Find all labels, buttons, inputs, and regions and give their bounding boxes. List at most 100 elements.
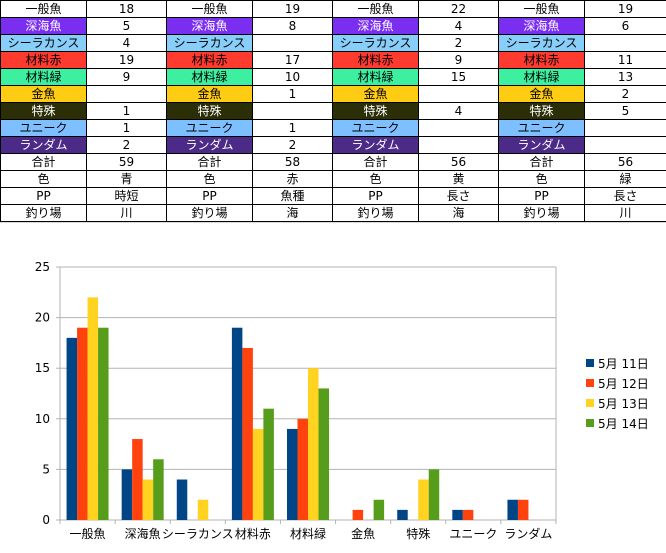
row-label-cell[interactable]: 色: [1, 171, 87, 188]
value-cell[interactable]: 13: [585, 69, 666, 86]
row-label-cell[interactable]: 合計: [167, 154, 253, 171]
value-cell[interactable]: 10: [253, 69, 333, 86]
value-cell[interactable]: 6: [585, 18, 666, 35]
value-cell[interactable]: [419, 86, 499, 103]
row-label-cell[interactable]: 合計: [333, 154, 419, 171]
row-label-cell[interactable]: 一般魚: [333, 1, 419, 18]
row-label-cell[interactable]: ランダム: [333, 137, 419, 154]
row-label-cell[interactable]: 特殊: [1, 103, 87, 120]
row-label-cell[interactable]: ユニーク: [333, 120, 419, 137]
value-cell[interactable]: 4: [87, 35, 167, 52]
row-label-cell[interactable]: 深海魚: [167, 18, 253, 35]
value-cell[interactable]: 1: [87, 120, 167, 137]
row-label-cell[interactable]: ランダム: [1, 137, 87, 154]
row-label-cell[interactable]: 一般魚: [1, 1, 87, 18]
value-cell[interactable]: [585, 120, 666, 137]
row-label-cell[interactable]: 釣り場: [167, 205, 253, 222]
row-label-cell[interactable]: ユニーク: [499, 120, 585, 137]
value-cell[interactable]: 川: [585, 205, 666, 222]
row-label-cell[interactable]: 材料赤: [499, 52, 585, 69]
row-label-cell[interactable]: 金魚: [499, 86, 585, 103]
value-cell[interactable]: 川: [87, 205, 167, 222]
value-cell[interactable]: 8: [253, 18, 333, 35]
value-cell[interactable]: 1: [253, 120, 333, 137]
value-cell[interactable]: 1: [87, 103, 167, 120]
row-label-cell[interactable]: 合計: [499, 154, 585, 171]
value-cell[interactable]: 2: [419, 35, 499, 52]
row-label-cell[interactable]: 金魚: [1, 86, 87, 103]
value-cell[interactable]: 56: [419, 154, 499, 171]
row-label-cell[interactable]: 色: [499, 171, 585, 188]
row-label-cell[interactable]: シーラカンス: [1, 35, 87, 52]
value-cell[interactable]: [253, 35, 333, 52]
row-label-cell[interactable]: PP: [167, 188, 253, 205]
row-label-cell[interactable]: 釣り場: [333, 205, 419, 222]
value-cell[interactable]: 17: [253, 52, 333, 69]
value-cell[interactable]: 19: [87, 52, 167, 69]
value-cell[interactable]: 22: [419, 1, 499, 18]
value-cell[interactable]: 11: [585, 52, 666, 69]
value-cell[interactable]: 9: [87, 69, 167, 86]
value-cell[interactable]: [419, 120, 499, 137]
value-cell[interactable]: 5: [585, 103, 666, 120]
row-label-cell[interactable]: シーラカンス: [499, 35, 585, 52]
value-cell[interactable]: 時短: [87, 188, 167, 205]
value-cell[interactable]: 1: [253, 86, 333, 103]
row-label-cell[interactable]: 釣り場: [1, 205, 87, 222]
row-label-cell[interactable]: 特殊: [333, 103, 419, 120]
row-label-cell[interactable]: 一般魚: [167, 1, 253, 18]
value-cell[interactable]: 海: [419, 205, 499, 222]
row-label-cell[interactable]: 特殊: [167, 103, 253, 120]
value-cell[interactable]: 2: [585, 86, 666, 103]
value-cell[interactable]: 魚種: [253, 188, 333, 205]
value-cell[interactable]: 長さ: [419, 188, 499, 205]
value-cell[interactable]: 18: [87, 1, 167, 18]
value-cell[interactable]: 4: [419, 18, 499, 35]
value-cell[interactable]: [585, 35, 666, 52]
value-cell[interactable]: 海: [253, 205, 333, 222]
row-label-cell[interactable]: PP: [1, 188, 87, 205]
value-cell[interactable]: [87, 86, 167, 103]
row-label-cell[interactable]: 深海魚: [1, 18, 87, 35]
value-cell[interactable]: 5: [87, 18, 167, 35]
value-cell[interactable]: 2: [253, 137, 333, 154]
value-cell[interactable]: 56: [585, 154, 666, 171]
row-label-cell[interactable]: 材料緑: [1, 69, 87, 86]
row-label-cell[interactable]: シーラカンス: [167, 35, 253, 52]
value-cell[interactable]: 青: [87, 171, 167, 188]
value-cell[interactable]: [419, 137, 499, 154]
row-label-cell[interactable]: 深海魚: [333, 18, 419, 35]
row-label-cell[interactable]: PP: [499, 188, 585, 205]
row-label-cell[interactable]: 釣り場: [499, 205, 585, 222]
value-cell[interactable]: [253, 103, 333, 120]
row-label-cell[interactable]: ユニーク: [167, 120, 253, 137]
value-cell[interactable]: 2: [87, 137, 167, 154]
row-label-cell[interactable]: ユニーク: [1, 120, 87, 137]
value-cell[interactable]: 59: [87, 154, 167, 171]
row-label-cell[interactable]: PP: [333, 188, 419, 205]
value-cell[interactable]: 黄: [419, 171, 499, 188]
value-cell[interactable]: 19: [253, 1, 333, 18]
row-label-cell[interactable]: 色: [167, 171, 253, 188]
row-label-cell[interactable]: 材料赤: [333, 52, 419, 69]
row-label-cell[interactable]: 材料赤: [167, 52, 253, 69]
row-label-cell[interactable]: 材料緑: [333, 69, 419, 86]
value-cell[interactable]: 15: [419, 69, 499, 86]
row-label-cell[interactable]: 金魚: [333, 86, 419, 103]
value-cell[interactable]: 58: [253, 154, 333, 171]
value-cell[interactable]: 赤: [253, 171, 333, 188]
row-label-cell[interactable]: 特殊: [499, 103, 585, 120]
row-label-cell[interactable]: ランダム: [499, 137, 585, 154]
row-label-cell[interactable]: ランダム: [167, 137, 253, 154]
value-cell[interactable]: 19: [585, 1, 666, 18]
row-label-cell[interactable]: 材料緑: [499, 69, 585, 86]
row-label-cell[interactable]: 材料赤: [1, 52, 87, 69]
value-cell[interactable]: [585, 137, 666, 154]
value-cell[interactable]: 4: [419, 103, 499, 120]
row-label-cell[interactable]: 材料緑: [167, 69, 253, 86]
value-cell[interactable]: 緑: [585, 171, 666, 188]
row-label-cell[interactable]: 一般魚: [499, 1, 585, 18]
row-label-cell[interactable]: 深海魚: [499, 18, 585, 35]
row-label-cell[interactable]: 合計: [1, 154, 87, 171]
row-label-cell[interactable]: シーラカンス: [333, 35, 419, 52]
